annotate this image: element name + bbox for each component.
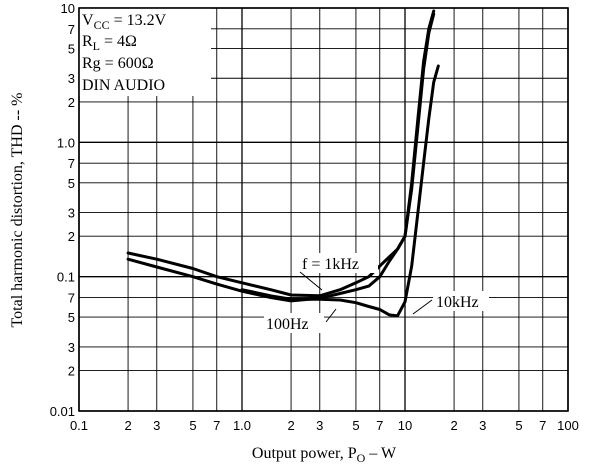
y-tick-label: 1.0 [57,135,75,150]
y-tick-label: 7 [68,156,75,171]
y-tick-label: 5 [68,41,75,56]
anno-10khz-backdrop [433,291,489,311]
x-tick-label: 3 [479,418,486,433]
x-tick-label: 3 [316,418,323,433]
x-tick-label: 100 [557,418,579,433]
x-tick-label: 3 [153,418,160,433]
x-tick-label: 7 [539,418,546,433]
y-tick-label: 3 [68,340,75,355]
x-tick-label: 7 [376,418,383,433]
x-tick-label: 1.0 [233,418,251,433]
anno-1khz-leader [299,271,323,291]
x-tick-label: 5 [352,418,359,433]
conditions-backdrop [79,8,211,96]
y-tick-label: 7 [68,22,75,37]
series-layer [126,9,440,318]
x-tick-label: 2 [287,418,294,433]
y-tick-label: 10 [61,1,75,16]
series-line-10khz [240,64,440,318]
y-axis-title: Total harmonic distortion, THD -- % [9,93,26,328]
x-tick-label: 0.1 [70,418,88,433]
x-tick-label: 7 [213,418,220,433]
series-line-100hz [126,9,436,303]
y-tick-label: 3 [68,71,75,86]
series-label-10khz: 10kHz [436,294,479,311]
y-tick-label: 3 [68,206,75,221]
test-conditions: VCC = 13.2V RL = 4Ω Rg = 600Ω DIN AUDIO [79,8,211,96]
condition-din-audio: DIN AUDIO [82,77,165,94]
x-tick-label: 2 [450,418,457,433]
y-tick-label: 2 [68,364,75,379]
x-axis-title: Output power, PO – W [252,445,397,465]
anno-100hz-leader [325,308,337,323]
y-tick-label: 0.1 [57,270,75,285]
tick-labels: 0.1 2 3 5 7 1.0 2 3 5 7 10 2 3 5 7 100 0.01 2 3 5 7 0.1 2 3 5 7 1.… [50,1,579,433]
anno-10khz-leader [412,299,433,315]
condition-vcc: VCC = 13.2V [82,12,167,32]
y-tick-label: 5 [68,176,75,191]
condition-rg: Rg = 600Ω [82,55,154,72]
series-label-100hz: 100Hz [266,316,309,333]
anno-1khz-backdrop [298,253,378,273]
series-annotations: f = 1kHz 100Hz 10kHz [264,253,489,333]
anno-100hz-backdrop [264,313,324,333]
y-tick-label: 7 [68,290,75,305]
y-tick-label: 2 [68,95,75,110]
plot-frame [78,7,569,412]
y-tick-label: 2 [68,229,75,244]
condition-rl: RL = 4Ω [82,33,137,53]
x-tick-label: 5 [515,418,522,433]
x-tick-label: 10 [398,418,412,433]
y-tick-label: 0.01 [50,404,75,419]
x-tick-label: 5 [189,418,196,433]
y-tick-label: 5 [68,310,75,325]
series-label-1khz: f = 1kHz [302,256,359,273]
x-tick-label: 2 [124,418,131,433]
